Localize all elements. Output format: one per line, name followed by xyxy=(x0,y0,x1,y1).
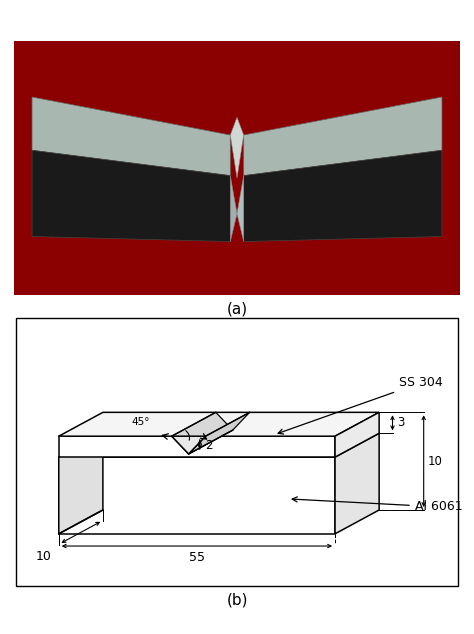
Text: 10: 10 xyxy=(35,550,51,562)
Text: 3: 3 xyxy=(397,417,404,429)
Polygon shape xyxy=(237,176,244,242)
Text: 10: 10 xyxy=(428,455,443,468)
Text: (a): (a) xyxy=(227,301,247,316)
Polygon shape xyxy=(189,412,250,454)
Polygon shape xyxy=(244,97,442,176)
Polygon shape xyxy=(59,433,103,534)
Text: 2: 2 xyxy=(205,439,213,451)
Text: 45°: 45° xyxy=(131,417,150,427)
Polygon shape xyxy=(59,412,379,436)
Polygon shape xyxy=(172,436,206,454)
Polygon shape xyxy=(335,433,379,534)
Polygon shape xyxy=(59,457,335,534)
Polygon shape xyxy=(172,412,233,454)
Polygon shape xyxy=(335,412,379,457)
Polygon shape xyxy=(32,97,230,176)
Text: (b): (b) xyxy=(226,593,248,608)
Polygon shape xyxy=(32,150,230,242)
Polygon shape xyxy=(59,433,379,457)
Text: SS 304: SS 304 xyxy=(278,376,443,434)
Polygon shape xyxy=(59,436,335,457)
Polygon shape xyxy=(230,117,244,178)
Polygon shape xyxy=(230,176,237,242)
Text: 55: 55 xyxy=(189,551,205,564)
Polygon shape xyxy=(244,150,442,242)
Text: Al 6061: Al 6061 xyxy=(292,497,463,514)
